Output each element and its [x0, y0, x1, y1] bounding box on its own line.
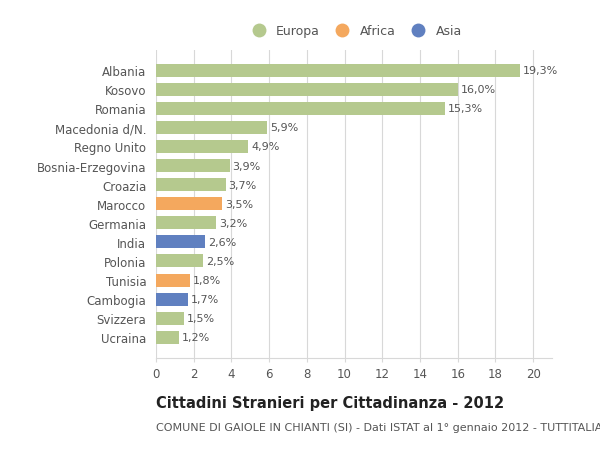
Text: 16,0%: 16,0%: [461, 85, 496, 95]
Text: 1,2%: 1,2%: [181, 333, 210, 342]
Text: COMUNE DI GAIOLE IN CHIANTI (SI) - Dati ISTAT al 1° gennaio 2012 - TUTTITALIA.IT: COMUNE DI GAIOLE IN CHIANTI (SI) - Dati …: [156, 422, 600, 432]
Bar: [156, 84, 458, 96]
Text: 3,2%: 3,2%: [219, 218, 247, 228]
Bar: [156, 217, 217, 230]
Text: 1,8%: 1,8%: [193, 275, 221, 285]
Text: 1,7%: 1,7%: [191, 295, 219, 304]
Bar: [156, 274, 190, 287]
Bar: [156, 236, 205, 249]
Bar: [156, 140, 248, 154]
Text: 3,7%: 3,7%: [229, 180, 257, 190]
Text: 2,5%: 2,5%: [206, 257, 234, 266]
Text: 4,9%: 4,9%: [251, 142, 280, 152]
Text: 15,3%: 15,3%: [448, 104, 482, 114]
Legend: Europa, Africa, Asia: Europa, Africa, Asia: [244, 23, 464, 41]
Text: 5,9%: 5,9%: [270, 123, 298, 133]
Bar: [156, 160, 230, 173]
Bar: [156, 312, 184, 325]
Bar: [156, 331, 179, 344]
Text: Cittadini Stranieri per Cittadinanza - 2012: Cittadini Stranieri per Cittadinanza - 2…: [156, 395, 504, 410]
Bar: [156, 255, 203, 268]
Text: 2,6%: 2,6%: [208, 237, 236, 247]
Bar: [156, 64, 520, 78]
Bar: [156, 102, 445, 116]
Text: 3,9%: 3,9%: [232, 161, 260, 171]
Text: 3,5%: 3,5%: [225, 199, 253, 209]
Text: 1,5%: 1,5%: [187, 313, 215, 324]
Bar: [156, 122, 267, 134]
Bar: [156, 179, 226, 192]
Bar: [156, 198, 222, 211]
Text: 19,3%: 19,3%: [523, 66, 558, 76]
Bar: [156, 293, 188, 306]
